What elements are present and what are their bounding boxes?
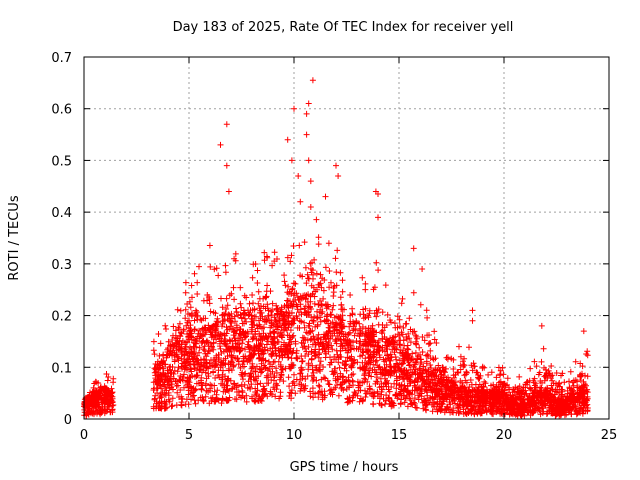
roti-outlier-point <box>303 110 310 117</box>
roti-outlier-point <box>284 136 291 143</box>
roti-outlier-point <box>225 188 232 195</box>
roti-point-cloud <box>81 216 591 419</box>
roti-outlier-point <box>223 121 230 128</box>
roti-outlier-point <box>419 266 426 273</box>
x-tick-label: 25 <box>601 428 618 443</box>
y-tick-label: 0.7 <box>51 51 72 66</box>
roti-outlier-point <box>295 172 302 179</box>
data-points <box>81 77 591 419</box>
roti-outlier-point <box>335 172 342 179</box>
chart-title: Day 183 of 2025, Rate Of TEC Index for r… <box>173 20 514 35</box>
x-tick-label: 10 <box>286 428 303 443</box>
y-tick-label: 0.2 <box>51 310 72 325</box>
roti-outlier-point <box>333 162 339 169</box>
roti-outlier-point <box>410 245 417 252</box>
roti-outlier-point <box>375 191 381 198</box>
y-tick-label: 0.6 <box>51 103 72 118</box>
roti-outlier-point <box>297 198 304 205</box>
roti-outlier-point <box>217 141 224 148</box>
roti-outlier-point <box>309 77 316 84</box>
roti-outlier-point <box>469 317 476 324</box>
y-axis-label: ROTI / TECUs <box>7 195 22 280</box>
roti-outlier-point <box>307 203 314 210</box>
roti-outlier-point <box>307 178 314 185</box>
tick-labels: 0 5 10 15 20 25 0 0.1 0.2 0.3 0.4 0.5 0.6 0.7 <box>51 51 617 443</box>
x-tick-label: 0 <box>80 428 88 443</box>
roti-outlier-point <box>291 105 297 112</box>
axis-ticks <box>83 56 610 420</box>
roti-outlier-point <box>288 157 295 164</box>
y-tick-label: 0 <box>64 413 72 428</box>
y-tick-label: 0.4 <box>51 206 72 221</box>
roti-outlier-point <box>305 100 312 107</box>
y-tick-label: 0.3 <box>51 258 72 273</box>
roti-outlier-point <box>322 193 329 200</box>
x-tick-label: 15 <box>391 428 408 443</box>
roti-outlier-point <box>538 322 545 329</box>
roti-outlier-point <box>303 131 310 138</box>
roti-outlier-point <box>305 157 312 164</box>
roti-outlier-point <box>580 328 587 335</box>
roti-outlier-point <box>223 162 230 169</box>
x-tick-label: 20 <box>496 428 513 443</box>
roti-outlier-point <box>375 214 381 221</box>
y-tick-label: 0.5 <box>51 154 72 169</box>
plot-frame <box>83 56 610 420</box>
x-tick-label: 5 <box>185 428 193 443</box>
roti-outlier-point <box>469 307 476 314</box>
y-tick-label: 0.1 <box>51 361 72 376</box>
x-axis-label: GPS time / hours <box>290 460 399 475</box>
